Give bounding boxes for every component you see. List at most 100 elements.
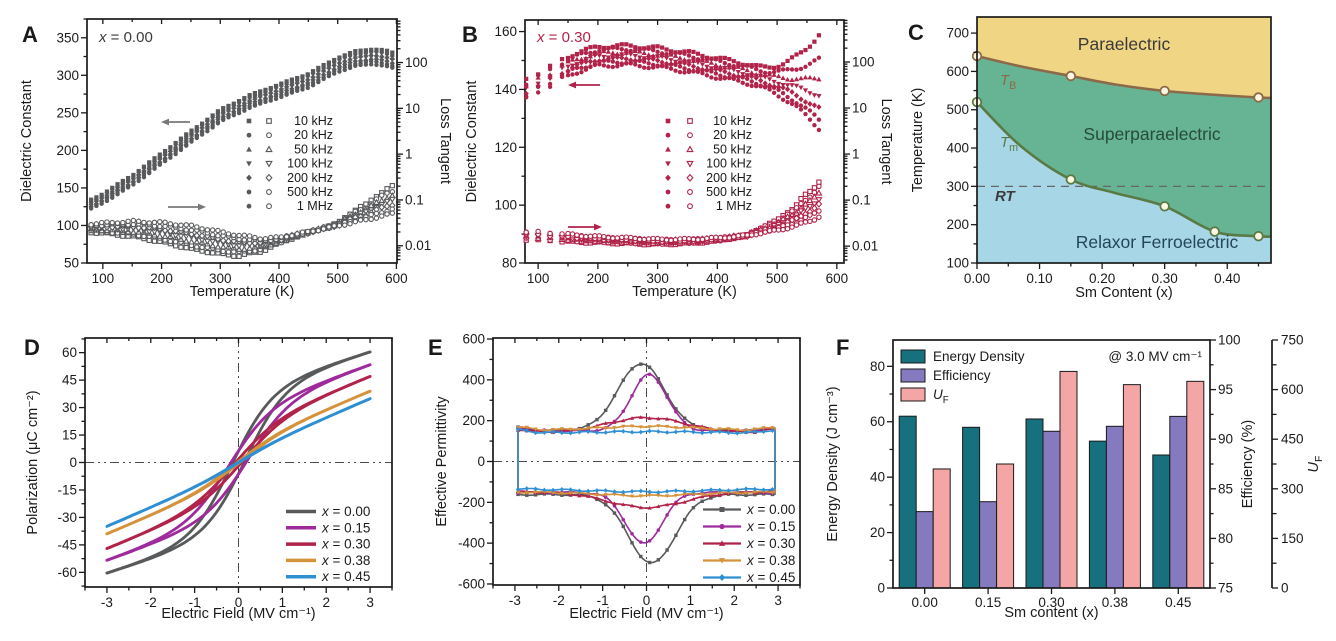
svg-text:-30: -30 [57,510,77,525]
svg-text:0.30: 0.30 [1038,595,1064,610]
svg-text:300: 300 [946,179,969,194]
svg-text:100: 100 [405,55,428,70]
svg-text:500: 500 [946,102,969,117]
svg-text:Tm: Tm [1000,134,1018,154]
series-dielectric-1-MHz [88,62,395,211]
svg-text:200: 200 [56,143,79,158]
svg-text:500: 500 [766,271,789,286]
svg-text:x = 0.30: x = 0.30 [746,536,795,551]
svg-text:350: 350 [56,30,79,45]
svg-text:3: 3 [366,595,374,610]
svg-text:30: 30 [62,400,77,415]
svg-text:20 kHz: 20 kHz [713,128,752,142]
bar-UF-0.00 [932,468,951,589]
svg-text:700: 700 [946,26,969,41]
svg-text:500 kHz: 500 kHz [287,185,333,199]
svg-text:600: 600 [385,271,408,286]
svg-text:400: 400 [946,141,969,156]
svg-text:Energy Density: Energy Density [933,349,1025,364]
svg-text:UF: UF [1306,456,1325,473]
svg-text:1: 1 [852,147,860,162]
svg-text:80: 80 [502,256,517,271]
svg-text:2: 2 [322,595,330,610]
svg-text:80: 80 [870,359,885,374]
svg-text:750: 750 [1281,333,1304,348]
svg-text:Sm Content (x): Sm Content (x) [1075,285,1173,301]
svg-text:250: 250 [56,105,79,120]
svg-text:300: 300 [209,271,232,286]
svg-text:100: 100 [56,218,79,233]
svg-text:Efficiency (%): Efficiency (%) [1240,420,1256,508]
svg-text:600: 600 [1281,382,1304,397]
svg-text:100: 100 [92,271,115,286]
svg-text:0.00: 0.00 [912,595,938,610]
svg-text:0.20: 0.20 [1089,271,1115,286]
svg-text:x = 0.15: x = 0.15 [746,519,795,534]
svg-text:200 kHz: 200 kHz [706,171,752,185]
svg-text:UF: UF [933,387,949,406]
svg-text:80: 80 [1218,531,1233,546]
svg-text:200: 200 [946,217,969,232]
svg-text:50: 50 [64,256,79,271]
svg-text:Temperature (K): Temperature (K) [910,88,926,193]
svg-text:RT: RT [995,188,1017,205]
bar-Energy Density-0.45 [1152,454,1171,589]
svg-text:3: 3 [774,593,782,608]
series-dielectric-500-kHz [88,59,395,210]
svg-text:TB: TB [1000,72,1016,92]
svg-text:200: 200 [462,413,485,428]
svg-text:-3: -3 [101,595,113,610]
svg-text:500 kHz: 500 kHz [706,185,752,199]
legend: Energy Density Efficiency UF [900,349,1025,406]
panel-b: 100 200 300 400 500 600 80 100 120 140 160 0.01 0.1 1… [462,19,894,300]
svg-text:B: B [462,22,478,47]
series-x-4 [105,397,372,528]
svg-text:100: 100 [494,198,517,213]
svg-text:90: 90 [1218,432,1233,447]
svg-text:0.1: 0.1 [852,193,871,208]
svg-text:-15: -15 [57,482,77,497]
svg-text:10: 10 [852,101,867,116]
svg-text:Dielectric Constant: Dielectric Constant [19,80,35,202]
series-dielectric-20-kHz [524,45,822,87]
svg-text:200: 200 [150,271,173,286]
svg-text:x = 0.00: x = 0.00 [321,504,370,519]
bar-Energy Density-0.38 [1088,440,1107,589]
svg-text:-200: -200 [458,495,485,510]
svg-text:160: 160 [494,24,517,39]
svg-text:1: 1 [687,593,695,608]
svg-text:100 kHz: 100 kHz [706,157,752,171]
panel-a: 100 200 300 400 500 600 50 100 150 200 250 300 350 0.… [19,18,453,300]
svg-text:x = 0.00: x = 0.00 [746,502,795,517]
svg-text:x = 0.30: x = 0.30 [536,29,591,46]
bar-Efficiency-0.38 [1105,425,1124,589]
svg-text:-2: -2 [553,593,565,608]
panel-e: -3 -2 -1 0 1 2 3 -600 -400 -200 0 200 400 600 E Electri… [428,332,801,622]
series-x-4 [515,427,776,495]
svg-text:x = 0.38: x = 0.38 [321,553,370,568]
svg-text:E: E [428,335,443,360]
svg-text:100: 100 [527,271,550,286]
panel-c: 0.00 0.10 0.20 0.30 0.40 100 200 300 400 500 600 70… [908,16,1272,301]
svg-text:100 kHz: 100 kHz [287,157,333,171]
svg-text:-1: -1 [597,593,609,608]
svg-text:Loss Tangent: Loss Tangent [437,98,453,184]
svg-text:200: 200 [587,271,610,286]
svg-text:200 kHz: 200 kHz [287,171,333,185]
svg-text:500: 500 [326,271,349,286]
svg-text:150: 150 [56,180,79,195]
svg-text:150: 150 [1281,531,1304,546]
svg-text:-3: -3 [509,593,521,608]
svg-text:x = 0.30: x = 0.30 [321,537,370,552]
series-loss-1-MHz [88,210,396,242]
svg-text:-600: -600 [458,576,485,591]
svg-text:100: 100 [1218,333,1241,348]
svg-text:0.10: 0.10 [1026,271,1052,286]
svg-text:100: 100 [946,256,969,271]
series-x-2 [105,375,372,550]
svg-text:-2: -2 [145,595,157,610]
svg-text:0.38: 0.38 [1102,595,1128,610]
svg-text:0: 0 [643,593,651,608]
svg-text:@ 3.0 MV cm⁻¹: @ 3.0 MV cm⁻¹ [1108,349,1202,364]
